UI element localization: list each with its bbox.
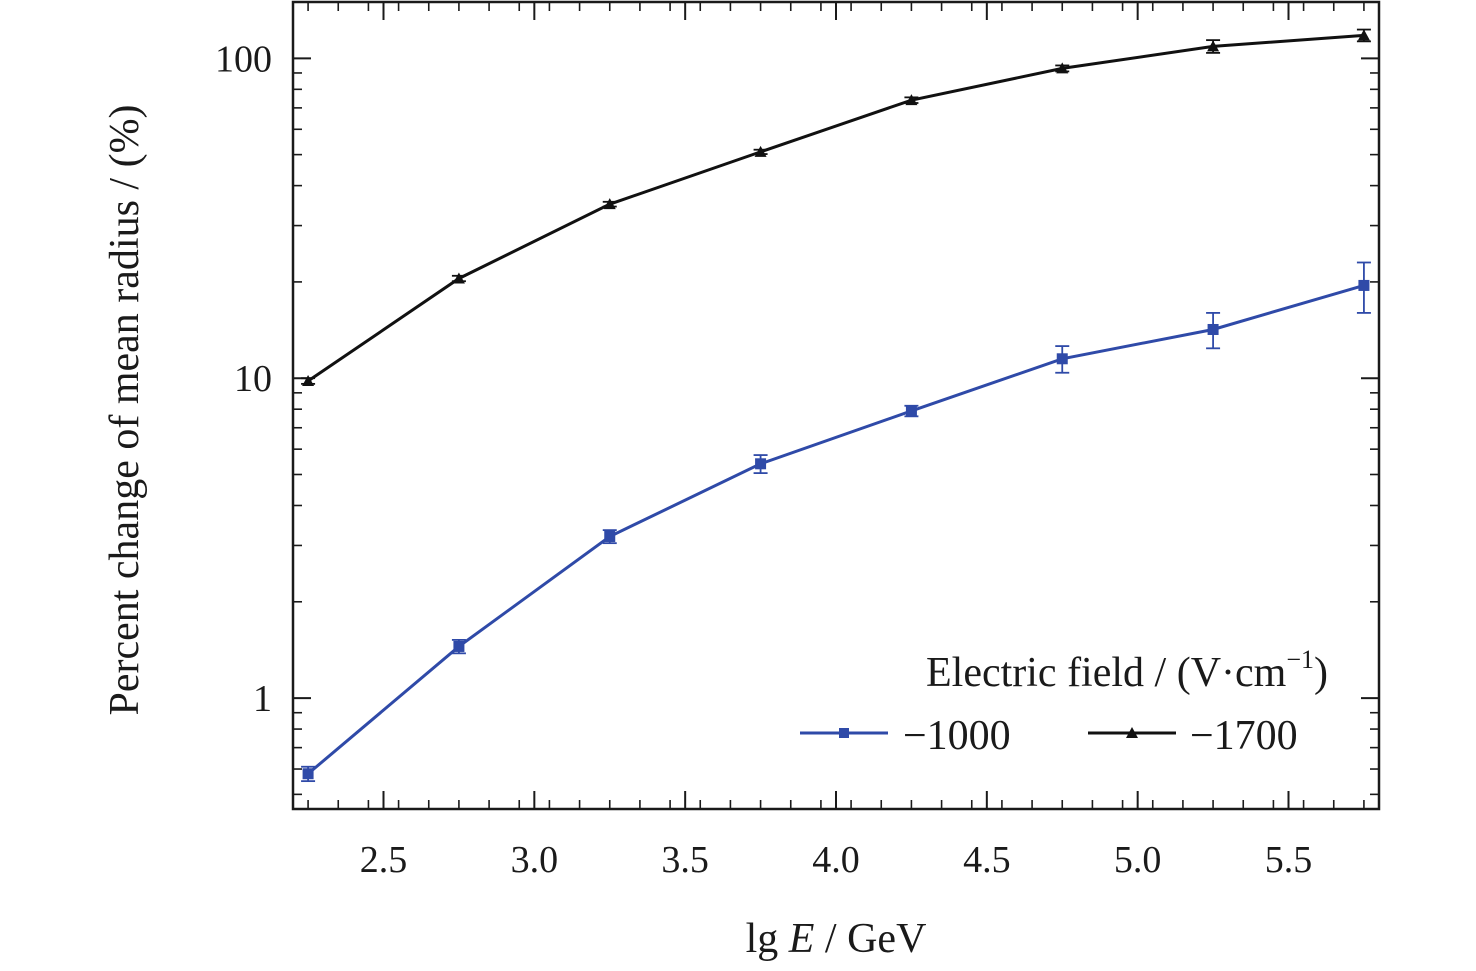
series-1000-line	[307, 283, 1365, 775]
legend-title-main: Electric field / (V·cm	[926, 650, 1287, 696]
legend-title-close: )	[1314, 650, 1328, 696]
series-1000-point	[1358, 279, 1370, 291]
y-tick-label: 10	[234, 358, 272, 400]
series-1700-line	[307, 33, 1365, 383]
x-tick-label: 3.0	[511, 839, 559, 881]
series-1000-point	[755, 458, 767, 470]
y-tick-label: 1	[253, 678, 272, 720]
series-1700-point	[1056, 62, 1069, 74]
legend-marker-series-1700	[1126, 727, 1138, 738]
x-tick-label: 3.5	[661, 839, 709, 881]
series-1000-point	[302, 768, 314, 780]
series-1000-point	[453, 640, 465, 652]
series-1000-point	[1207, 323, 1219, 335]
x-axis-label: lg E / GeV	[746, 916, 927, 962]
series-1700-point	[452, 272, 465, 284]
series-1700-point	[302, 375, 315, 387]
legend-label-series-1700: −1700	[1190, 713, 1298, 759]
series-1700-point	[754, 145, 767, 157]
y-tick-label: 100	[215, 38, 272, 80]
legend-title: Electric field / (V·cm−1)	[926, 645, 1328, 696]
series-1700-point	[905, 94, 918, 106]
series-1700-point	[1357, 29, 1370, 41]
series-1700-point	[603, 198, 616, 210]
x-axis-label-variable: E	[788, 916, 815, 962]
series-1000-point	[604, 530, 616, 542]
legend: Electric field / (V·cm−1) −1000 −1700	[800, 645, 1328, 759]
x-tick-label: 5.5	[1265, 839, 1313, 881]
legend-title-exponent: −1	[1286, 645, 1314, 674]
series-1700-point	[1207, 40, 1220, 52]
x-tick-label: 5.0	[1114, 839, 1162, 881]
series-1000-point	[905, 405, 917, 417]
legend-marker-series-1000	[839, 728, 849, 738]
series-layer	[301, 28, 1371, 783]
y-axis-label: Percent change of mean radius / (%)	[102, 104, 148, 715]
x-tick-label: 2.5	[360, 839, 408, 881]
series-1000-point	[1056, 353, 1068, 365]
x-axis-label-unit: / GeV	[814, 916, 926, 962]
legend-label-series-1000: −1000	[903, 713, 1011, 759]
x-tick-label: 4.5	[963, 839, 1011, 881]
x-axis-label-prefix: lg	[746, 916, 789, 962]
ticks-layer: 2.5 3.0 3.5 4.0 4.5 5.0 5.5 1 10 100	[215, 2, 1379, 881]
x-tick-label: 4.0	[812, 839, 860, 881]
